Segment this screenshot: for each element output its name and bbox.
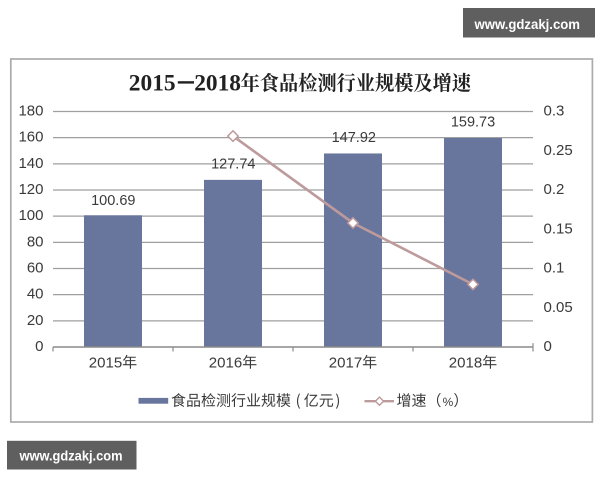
- svg-text:100: 100: [18, 207, 43, 224]
- svg-text:159.73: 159.73: [451, 115, 495, 131]
- svg-text:100.69: 100.69: [91, 193, 135, 209]
- svg-text:2016: 2016: [209, 355, 242, 372]
- svg-text:2018: 2018: [449, 355, 482, 372]
- svg-text:0.05: 0.05: [544, 299, 573, 316]
- svg-text:0: 0: [544, 338, 552, 355]
- svg-text:0.3: 0.3: [544, 103, 565, 120]
- svg-text:180: 180: [18, 103, 43, 120]
- svg-text:2015: 2015: [129, 70, 176, 96]
- svg-text:140: 140: [18, 155, 43, 172]
- svg-text:20: 20: [27, 312, 44, 329]
- svg-text:0.1: 0.1: [544, 260, 565, 277]
- svg-text:0.25: 0.25: [544, 142, 573, 159]
- svg-text:0: 0: [35, 338, 43, 355]
- svg-text:www.gdzakj.com: www.gdzakj.com: [19, 448, 123, 464]
- svg-text:40: 40: [27, 286, 44, 303]
- svg-text:0.2: 0.2: [544, 181, 565, 198]
- svg-text:2015: 2015: [89, 355, 122, 372]
- svg-text:120: 120: [18, 181, 43, 198]
- svg-text:2017: 2017: [329, 355, 362, 372]
- svg-text:147.92: 147.92: [332, 130, 376, 146]
- svg-text:160: 160: [18, 129, 43, 146]
- svg-text:2018: 2018: [194, 70, 241, 96]
- svg-text:0.15: 0.15: [544, 220, 573, 237]
- svg-text:80: 80: [27, 233, 44, 250]
- svg-text:www.gdzakj.com: www.gdzakj.com: [474, 16, 580, 32]
- svg-text:127.74: 127.74: [211, 157, 255, 173]
- svg-text:60: 60: [27, 260, 44, 277]
